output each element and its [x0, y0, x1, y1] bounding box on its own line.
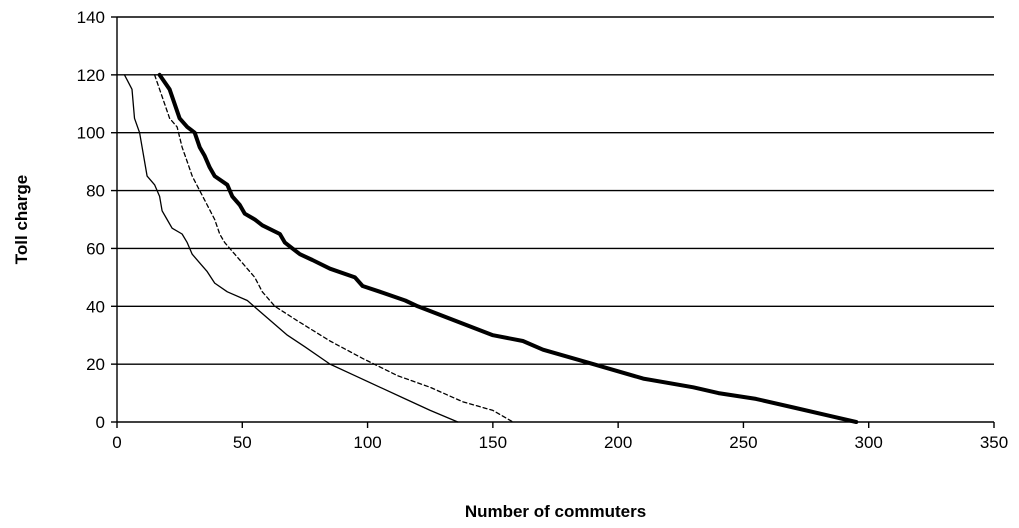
x-axis-title: Number of commuters: [465, 502, 646, 521]
x-tick-label-0: 0: [112, 433, 121, 452]
x-tick-label-250: 250: [729, 433, 757, 452]
x-tick-label-350: 350: [980, 433, 1008, 452]
series-line-thin-solid: [123, 74, 459, 423]
y-tick-label-100: 100: [77, 124, 105, 143]
y-tick-label-60: 60: [86, 239, 105, 258]
series-line-dashed: [153, 74, 514, 423]
axes: [111, 16, 995, 428]
y-tick-label-140: 140: [77, 8, 105, 27]
y-tick-label-20: 20: [86, 355, 105, 374]
tick-labels: 0 20 40 60 80 100 120 140 0 50 100 150 200 250 300 350: [77, 8, 1009, 452]
x-tick-label-300: 300: [855, 433, 883, 452]
x-tick-label-150: 150: [479, 433, 507, 452]
y-tick-label-40: 40: [86, 297, 105, 316]
series-lines: [123, 72, 859, 424]
x-tick-label-50: 50: [233, 433, 252, 452]
gridlines: [117, 16, 994, 365]
y-tick-label-120: 120: [77, 66, 105, 85]
x-tick-label-200: 200: [604, 433, 632, 452]
series-line-thick-solid: [157, 72, 859, 424]
y-tick-label-80: 80: [86, 182, 105, 201]
y-tick-label-0: 0: [96, 413, 105, 432]
x-tick-label-100: 100: [353, 433, 381, 452]
y-axis-title: Toll charge: [12, 175, 31, 264]
